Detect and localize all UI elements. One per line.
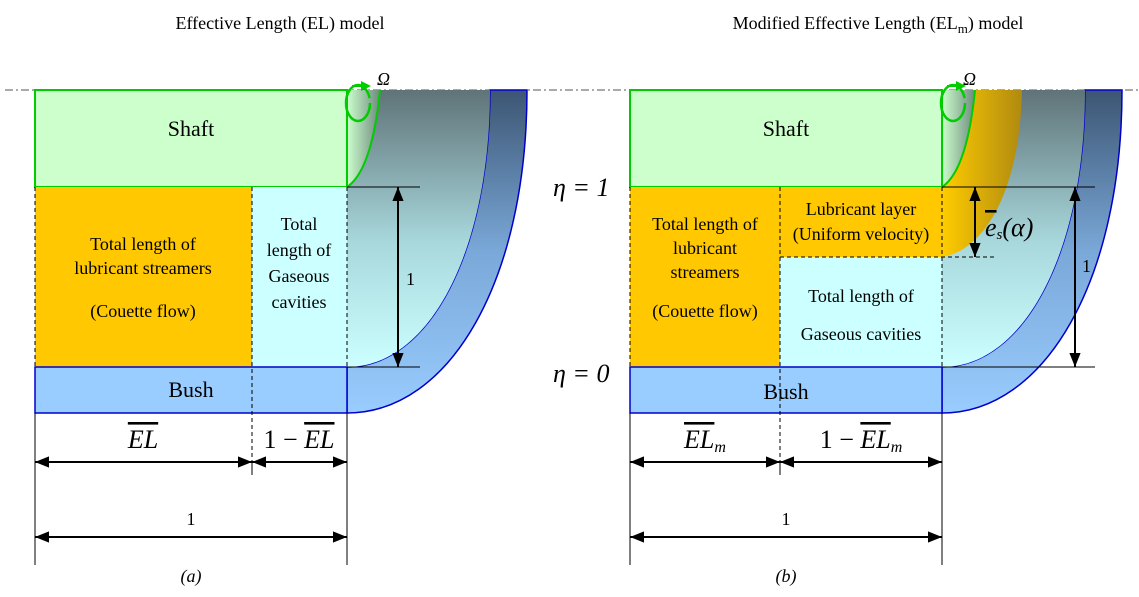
label: Total length of: [808, 286, 914, 306]
label: length of: [267, 240, 332, 260]
label: Lubricant layer: [806, 199, 916, 219]
label: 1: [1082, 256, 1091, 276]
label: Bush: [168, 377, 213, 402]
label: 1: [406, 269, 415, 289]
thickness: (α): [1002, 213, 1033, 242]
cavities: [780, 257, 942, 367]
title: m: [958, 21, 968, 36]
label: Shaft: [763, 116, 809, 141]
title: ) model: [968, 13, 1024, 34]
label: lubricant streamers: [74, 258, 211, 278]
dim: EL: [303, 425, 334, 454]
thickness: es(α): [985, 213, 1033, 243]
dim: 1 −: [263, 425, 304, 454]
omega: Ω: [963, 69, 976, 89]
dim: ELm: [683, 425, 726, 456]
label: 1: [782, 509, 791, 529]
dim: 1 − ELm: [820, 425, 903, 456]
caption: (a): [181, 566, 202, 587]
label: streamers: [671, 262, 740, 282]
label: Shaft: [168, 116, 214, 141]
eta: η = 1: [553, 173, 609, 202]
label: Gaseous: [269, 266, 330, 286]
eta: η = 0: [553, 359, 609, 388]
dim: m: [891, 439, 903, 456]
label: Total: [281, 214, 318, 234]
label: (Couette flow): [652, 301, 757, 322]
label: lubricant: [673, 238, 737, 258]
title: Modified Effective Length (ELm) model: [733, 13, 1024, 36]
caption: (b): [776, 566, 797, 587]
label: 1: [187, 509, 196, 529]
panel-a: Effective Length (EL) model Ω Shaft Tota…: [35, 13, 527, 587]
dim: EL: [127, 425, 158, 454]
layer: [780, 187, 942, 257]
dim: EL: [859, 425, 890, 454]
dim: m: [714, 439, 726, 456]
label: (Uniform velocity): [793, 224, 929, 245]
label: cavities: [272, 292, 327, 312]
title: Effective Length (EL) model: [175, 13, 384, 34]
label: Gaseous cavities: [801, 324, 921, 344]
omega: Ω: [377, 69, 390, 89]
diagram: Effective Length (EL) model Ω Shaft Tota…: [0, 0, 1139, 597]
label: Total length of: [652, 214, 758, 234]
label: (Couette flow): [90, 301, 195, 322]
dim: EL: [683, 425, 714, 454]
thickness: e: [985, 213, 997, 242]
panel-b: Modified Effective Length (ELm) model Ω …: [553, 13, 1122, 587]
label: Total length of: [90, 234, 196, 254]
title: Modified Effective Length (EL: [733, 13, 958, 34]
dim: 1 −: [820, 425, 861, 454]
dim: 1 − EL: [263, 425, 334, 454]
dim: EL: [127, 425, 158, 454]
label: Bush: [763, 379, 808, 404]
ext: [630, 413, 942, 565]
